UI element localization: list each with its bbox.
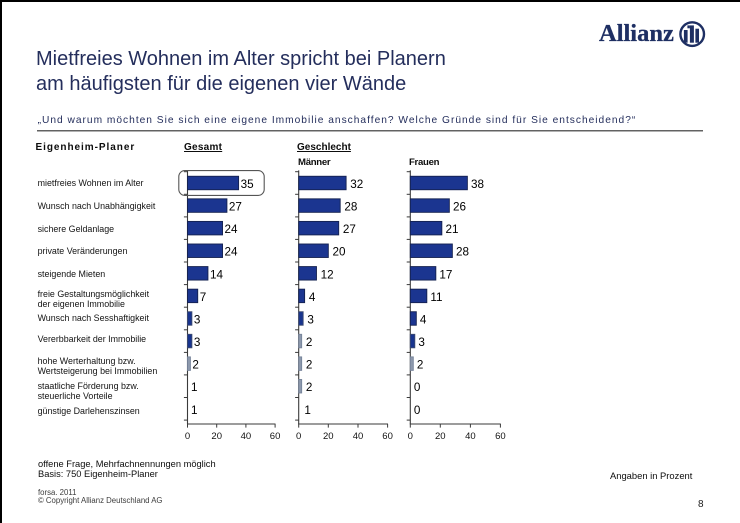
svg-text:26: 26 xyxy=(453,201,466,214)
svg-text:35: 35 xyxy=(241,178,255,191)
svg-text:40: 40 xyxy=(465,431,476,442)
svg-text:3: 3 xyxy=(194,313,201,326)
svg-text:28: 28 xyxy=(344,201,357,214)
svg-text:28: 28 xyxy=(456,246,469,259)
svg-text:40: 40 xyxy=(353,431,364,442)
svg-text:0: 0 xyxy=(185,431,190,442)
svg-text:7: 7 xyxy=(200,291,207,304)
svg-text:14: 14 xyxy=(210,268,224,281)
svg-text:20: 20 xyxy=(435,431,446,442)
svg-text:20: 20 xyxy=(333,246,347,259)
svg-text:4: 4 xyxy=(420,313,427,326)
svg-text:12: 12 xyxy=(321,268,334,281)
svg-text:60: 60 xyxy=(382,431,393,442)
svg-text:20: 20 xyxy=(323,431,334,442)
svg-text:0: 0 xyxy=(408,431,413,442)
svg-text:1: 1 xyxy=(191,381,198,394)
svg-text:60: 60 xyxy=(270,431,281,442)
svg-text:24: 24 xyxy=(225,246,239,259)
svg-text:27: 27 xyxy=(229,201,242,214)
svg-text:2: 2 xyxy=(192,359,199,372)
svg-text:2: 2 xyxy=(306,336,313,349)
svg-text:2: 2 xyxy=(306,381,313,394)
svg-text:1: 1 xyxy=(191,404,198,417)
svg-text:40: 40 xyxy=(241,431,252,442)
svg-text:24: 24 xyxy=(225,223,239,236)
svg-text:21: 21 xyxy=(445,223,458,236)
svg-text:0: 0 xyxy=(414,381,421,394)
svg-text:11: 11 xyxy=(430,291,442,304)
svg-text:3: 3 xyxy=(194,336,201,349)
svg-text:0: 0 xyxy=(414,404,421,417)
svg-text:2: 2 xyxy=(306,359,313,372)
svg-text:3: 3 xyxy=(307,313,314,326)
svg-text:4: 4 xyxy=(309,291,316,304)
svg-text:60: 60 xyxy=(495,431,506,442)
svg-text:0: 0 xyxy=(296,431,301,442)
svg-text:38: 38 xyxy=(471,178,484,191)
svg-text:27: 27 xyxy=(343,223,356,236)
svg-text:1: 1 xyxy=(304,404,311,417)
svg-text:32: 32 xyxy=(350,178,363,191)
svg-text:3: 3 xyxy=(418,336,425,349)
svg-text:17: 17 xyxy=(439,268,452,281)
svg-text:2: 2 xyxy=(417,359,424,372)
svg-text:20: 20 xyxy=(211,431,222,442)
